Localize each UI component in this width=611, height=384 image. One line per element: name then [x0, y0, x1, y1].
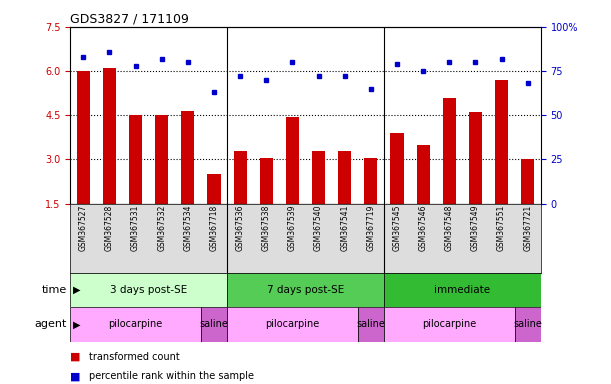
Text: saline: saline — [200, 319, 229, 329]
Bar — [286, 117, 299, 204]
Text: ▶: ▶ — [73, 319, 81, 329]
Text: saline: saline — [513, 319, 542, 329]
Text: 7 days post-SE: 7 days post-SE — [267, 285, 344, 295]
Bar — [358, 307, 384, 342]
Text: GSM367532: GSM367532 — [157, 205, 166, 251]
Text: GSM367545: GSM367545 — [392, 205, 401, 252]
Bar — [514, 307, 541, 342]
Bar — [384, 273, 541, 307]
Bar — [201, 307, 227, 342]
Text: ▶: ▶ — [73, 285, 81, 295]
Bar — [390, 133, 403, 204]
Text: GSM367538: GSM367538 — [262, 205, 271, 251]
Text: GSM367541: GSM367541 — [340, 205, 349, 251]
Text: ■: ■ — [70, 352, 81, 362]
Text: pilocarpine: pilocarpine — [265, 319, 320, 329]
Text: GSM367528: GSM367528 — [105, 205, 114, 251]
Text: GSM367549: GSM367549 — [471, 205, 480, 252]
Text: pilocarpine: pilocarpine — [422, 319, 477, 329]
Bar — [70, 307, 201, 342]
Text: ■: ■ — [70, 371, 81, 381]
Text: GSM367531: GSM367531 — [131, 205, 140, 251]
Text: percentile rank within the sample: percentile rank within the sample — [89, 371, 254, 381]
Text: time: time — [42, 285, 67, 295]
Bar — [181, 111, 194, 204]
Bar — [155, 115, 168, 204]
Text: GSM367548: GSM367548 — [445, 205, 454, 251]
Bar — [233, 151, 247, 204]
Text: GSM367719: GSM367719 — [367, 205, 375, 251]
Bar — [227, 307, 358, 342]
Bar — [443, 98, 456, 204]
Bar — [469, 112, 482, 204]
Text: GSM367534: GSM367534 — [183, 205, 192, 252]
Bar — [77, 71, 90, 204]
Bar — [384, 307, 514, 342]
Text: GSM367540: GSM367540 — [314, 205, 323, 252]
Bar — [364, 158, 378, 204]
Bar — [312, 151, 325, 204]
Text: agent: agent — [35, 319, 67, 329]
Bar — [495, 80, 508, 204]
Text: saline: saline — [356, 319, 386, 329]
Text: GSM367536: GSM367536 — [236, 205, 244, 252]
Text: transformed count: transformed count — [89, 352, 180, 362]
Bar — [70, 273, 227, 307]
Text: GSM367721: GSM367721 — [523, 205, 532, 251]
Text: GSM367718: GSM367718 — [210, 205, 219, 251]
Text: GSM367546: GSM367546 — [419, 205, 428, 252]
Text: GDS3827 / 171109: GDS3827 / 171109 — [70, 13, 189, 26]
Bar — [417, 145, 430, 204]
Bar — [338, 151, 351, 204]
Bar — [521, 159, 534, 204]
Text: GSM367551: GSM367551 — [497, 205, 506, 251]
Text: 3 days post-SE: 3 days post-SE — [110, 285, 188, 295]
Bar — [227, 273, 384, 307]
Text: GSM367527: GSM367527 — [79, 205, 88, 251]
Bar — [208, 174, 221, 204]
Text: pilocarpine: pilocarpine — [109, 319, 163, 329]
Text: immediate: immediate — [434, 285, 491, 295]
Bar — [260, 158, 273, 204]
Bar — [129, 115, 142, 204]
Text: GSM367539: GSM367539 — [288, 205, 297, 252]
Bar — [103, 68, 116, 204]
